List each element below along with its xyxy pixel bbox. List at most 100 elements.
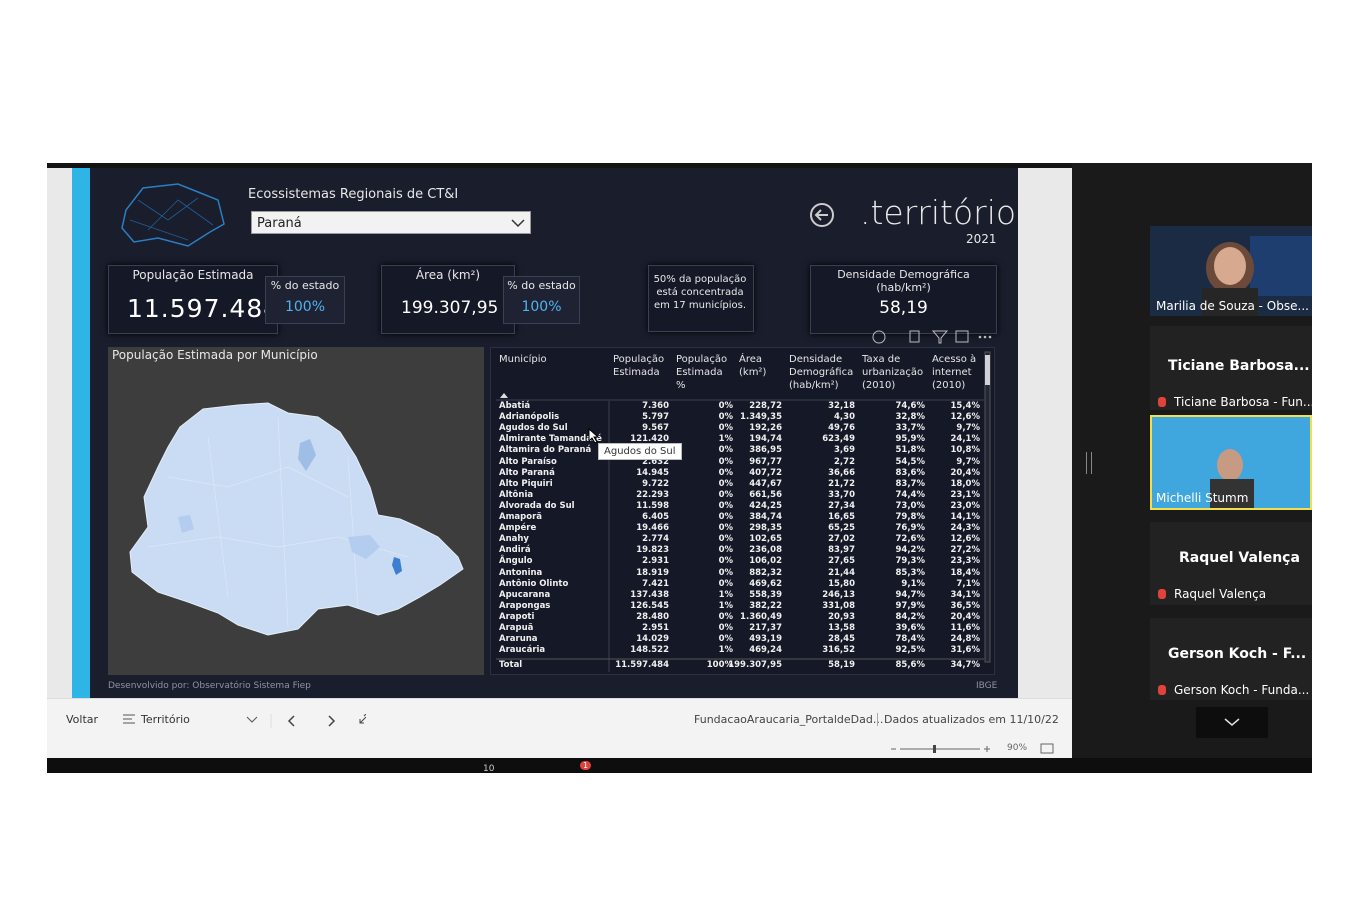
total-cell: 11.597.484 [615,660,669,670]
cell: 19.466 [636,523,669,534]
cell: 65,25 [828,523,855,534]
cell: 447,67 [749,478,782,489]
cell: 83,6% [895,467,926,478]
cell: 126.545 [630,600,669,611]
cell: 194,74 [749,434,782,445]
page-selector[interactable]: Território [141,713,190,726]
cell: 493,19 [749,634,782,645]
cell: 21,44 [828,567,855,578]
page-title: .território [860,193,1017,232]
cell: 2.774 [642,534,669,545]
cell: 192,26 [749,423,782,434]
scroll-down-button[interactable] [1196,707,1268,738]
cell: 102,65 [749,534,782,545]
nav-icons [246,714,366,728]
cell: 9,7% [956,456,980,467]
fit-icon [1040,743,1054,754]
total-cell: Total [499,660,523,670]
cell: 1% [718,600,733,611]
cell: 12,6% [950,412,981,423]
cell: 331,08 [822,600,855,611]
cell: 7.360 [642,401,669,411]
row-label: Abatiá [499,401,531,411]
cursor [588,428,600,444]
cell: 246,13 [822,589,855,600]
kpi-value: 11.597.484 [127,294,281,323]
cell: 20,4% [950,611,981,622]
total-cell: 100% [706,660,733,670]
cell: 121.420 [630,434,669,445]
column-header: Taxa de urbanização (2010) [862,354,924,391]
cell: 2.931 [642,556,669,567]
cell: 407,72 [749,467,782,478]
cell: 1% [718,434,733,445]
cell: 16,65 [828,512,855,522]
cell: 0% [718,534,733,545]
share-box [503,276,580,324]
meeting-controls [47,758,1312,773]
note-card [648,265,754,332]
cell: 469,62 [749,578,782,589]
zoom-level: 90% [1007,743,1028,753]
participant-name: Michelli Stumm [1156,491,1249,505]
filter-label: Ecossistemas Regionais de CT&I [248,187,459,202]
muted-icon [1158,589,1166,599]
row-label: Altamira do Paraná [499,445,592,456]
share-box [265,276,345,324]
cell: 0% [718,523,733,534]
cell: 54,5% [895,456,926,467]
cell: 15,80 [828,578,855,589]
cell: 18,0% [950,478,981,489]
cell: 558,39 [749,589,782,600]
back-button[interactable]: Voltar [66,713,99,726]
report-toolbar [47,698,1072,759]
cell: 76,9% [895,523,926,534]
footer-source: IBGE [976,681,998,691]
cell: 967,77 [749,456,782,467]
row-label: Altônia [499,489,534,500]
row-label: Amaporã [499,512,543,522]
column-header: Acesso à internet (2010) [932,354,977,391]
row-label: Alto Piquiri [499,478,553,489]
cell: 33,7% [895,423,926,434]
row-label: Arapoti [499,611,535,622]
cell: 97,9% [895,600,926,611]
cell: 0% [718,634,733,645]
share-label: % do estado [270,279,340,292]
cell: 5.797 [642,412,669,423]
share-label: % do estado [507,279,576,292]
cell: 0% [718,489,733,500]
report-file: FundacaoAraucaria_PortaldeDad... [694,713,884,726]
cell: 27,2% [950,545,981,556]
parana-map[interactable] [108,347,484,675]
cell: 24,1% [950,434,981,445]
cell: 148.522 [630,645,669,656]
cell: 386,95 [749,445,782,456]
row-label: Ampére [499,523,537,534]
cell: 0% [718,445,733,456]
cell: 7,1% [956,578,980,589]
row-label: Ângulo [499,556,533,567]
cell: 39,6% [895,623,926,633]
cell: 0% [718,412,733,423]
cell: 83,97 [828,545,855,556]
row-label: Apucarana [499,589,551,600]
cell: 20,4% [950,467,981,478]
zoom-slider[interactable] [888,743,998,755]
kpi-value: 199.307,95 [401,298,499,318]
back-arrow[interactable] [809,202,835,228]
tooltip: Agudos do Sul [598,443,682,460]
cell: 217,37 [749,623,782,633]
cell: 2,72 [834,456,855,467]
participant-tile [1150,618,1312,700]
visual-header-icons [872,330,992,344]
region-dropdown[interactable]: Paraná [251,211,531,234]
year: 2021 [966,232,997,246]
cell: 78,4% [895,634,926,645]
cell: 382,22 [749,600,782,611]
cell: 9.722 [642,478,669,489]
video-frame [1152,417,1310,508]
cell: 0% [718,578,733,589]
column-header: Município [499,354,547,365]
